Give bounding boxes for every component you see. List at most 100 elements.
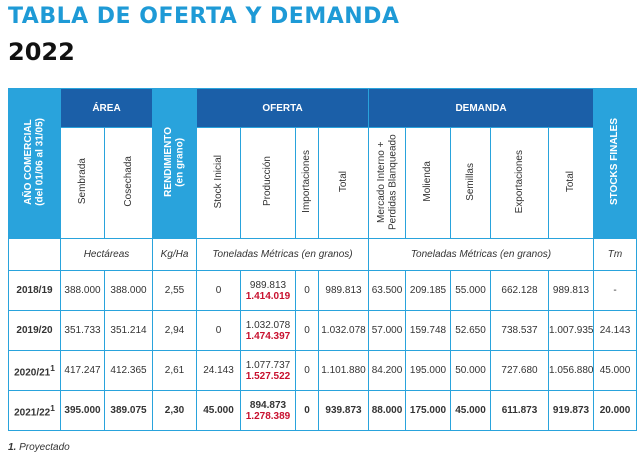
column-header: Producción (240, 127, 296, 239)
yield-header-subtitle: (en grano) (174, 137, 186, 187)
column-header: Mercado Interno + Perdidas Blanqueado (368, 127, 406, 239)
cell: 0 (196, 270, 241, 311)
cell: 1.032.078 (318, 310, 369, 351)
year-cell: 2018/19 (8, 270, 61, 311)
cell: 55.000 (450, 270, 491, 311)
production-alt: 1.474.397 (245, 330, 291, 342)
column-header: Importaciones (295, 127, 319, 239)
note-marker: 1 (50, 402, 55, 413)
cell: 388.000 (60, 270, 105, 311)
cell: 1.056.880 (548, 350, 594, 391)
production-alt: 1.278.389 (245, 410, 291, 422)
note-marker: 1 (50, 362, 55, 373)
year-header-title: AÑO COMERCIAL (23, 119, 34, 205)
column-header: Total (318, 127, 369, 239)
year-header-subtitle: (del 01/06 al 31/05) (34, 118, 46, 206)
cell: 989.813 1.414.019 (240, 270, 296, 311)
cell: 2,55 (152, 270, 197, 311)
year-label: 2018/19 (16, 285, 53, 296)
data-row: 2018/19 388.000 388.000 2,55 0 989.813 1.414.0… (8, 270, 637, 311)
column-header-text: Importaciones (301, 150, 313, 213)
column-header: Sembrada (60, 127, 105, 239)
cell: 395.000 (60, 390, 105, 431)
column-header-text: Stock Inicial (212, 154, 224, 209)
cell: 412.365 (104, 350, 153, 391)
cell: 159.748 (405, 310, 451, 351)
unit: Toneladas Métricas (en granos) (196, 238, 369, 271)
cell: 24.143 (593, 310, 637, 351)
cell: 0 (295, 310, 319, 351)
year-label: 2019/20 (16, 325, 53, 336)
yield-header: RENDIMIENTO (en grano) (152, 88, 197, 239)
cell: 389.075 (104, 390, 153, 431)
year-cell: 2019/20 (8, 310, 61, 351)
cell: 20.000 (593, 390, 637, 431)
cell: 0 (196, 310, 241, 351)
cell: 989.813 (318, 270, 369, 311)
title: TABLA DE OFERTA Y DEMANDA (8, 4, 400, 29)
cell: 2,94 (152, 310, 197, 351)
cell: 52.650 (450, 310, 491, 351)
cell: 919.873 (548, 390, 594, 431)
data-row: 2019/20 351.733 351.214 2,94 0 1.032.078 1.474… (8, 310, 637, 351)
area-header: ÁREA (60, 88, 153, 128)
footnote: 1. Proyectado (8, 442, 70, 453)
supply-demand-table: AÑO COMERCIAL (del 01/06 al 31/05) ÁREA R… (8, 88, 637, 431)
production-value: 1.077.737 (245, 359, 291, 371)
cell: 662.128 (490, 270, 549, 311)
column-header-text: Semillas (464, 162, 476, 201)
unit: Toneladas Métricas (en granos) (368, 238, 594, 271)
unit: Kg/Ha (152, 238, 197, 271)
column-header-text: Cosechada (122, 156, 134, 207)
cell: 195.000 (405, 350, 451, 391)
column-header: Cosechada (104, 127, 153, 239)
footnote-number: 1. (8, 442, 17, 453)
cell: 50.000 (450, 350, 491, 391)
cell: 175.000 (405, 390, 451, 431)
cell: 63.500 (368, 270, 406, 311)
cell: 57.000 (368, 310, 406, 351)
cell: 24.143 (196, 350, 241, 391)
year-label: 2020/21 (14, 367, 51, 379)
cell: 989.813 (548, 270, 594, 311)
cell: 209.185 (405, 270, 451, 311)
column-header-text: Total (337, 170, 349, 193)
cell: 1.032.078 1.474.397 (240, 310, 296, 351)
footnote-text: Proyectado (19, 442, 70, 453)
cell: 388.000 (104, 270, 153, 311)
demand-header: DEMANDA (368, 88, 594, 128)
data-row: 2020/211 417.247 412.365 2,61 24.143 1.077.73… (8, 350, 637, 391)
column-header-text: Exportaciones (513, 149, 525, 214)
yield-header-title: RENDIMIENTO (163, 127, 174, 197)
cell: 1.101.880 (318, 350, 369, 391)
cell: 45.000 (196, 390, 241, 431)
column-header-text: Molienda (422, 161, 434, 202)
cell: 351.733 (60, 310, 105, 351)
supply-header: OFERTA (196, 88, 369, 128)
year-label: 2021/22 (14, 407, 51, 419)
stocks-header-title: STOCKS FINALES (609, 118, 621, 206)
column-header: Exportaciones (490, 127, 549, 239)
cell: 1.077.737 1.527.522 (240, 350, 296, 391)
cell: 727.680 (490, 350, 549, 391)
subheader-row: Sembrada Cosechada Stock Inicial Producción… (9, 127, 637, 239)
year-header: AÑO COMERCIAL (del 01/06 al 31/05) (8, 88, 61, 239)
stocks-header: STOCKS FINALES (593, 88, 637, 239)
cell: 417.247 (60, 350, 105, 391)
cell: 738.537 (490, 310, 549, 351)
cell: 45.000 (450, 390, 491, 431)
cell: 0 (295, 390, 319, 431)
units-row: Hectáreas Kg/Ha Toneladas Métricas (en g… (8, 238, 637, 271)
unit: Hectáreas (60, 238, 153, 271)
cell: 84.200 (368, 350, 406, 391)
column-header: Semillas (450, 127, 491, 239)
cell: 88.000 (368, 390, 406, 431)
year-cell: 2020/211 (8, 350, 61, 391)
cell: 0 (295, 350, 319, 391)
cell: 2,30 (152, 390, 197, 431)
column-header: Molienda (405, 127, 451, 239)
cell: - (593, 270, 637, 311)
cell: 45.000 (593, 350, 637, 391)
column-header-text: Total (565, 170, 577, 193)
